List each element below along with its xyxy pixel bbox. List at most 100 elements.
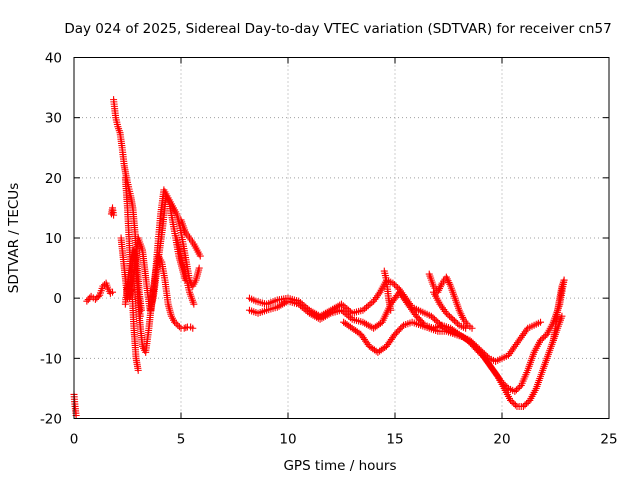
data-point-late-upper-b <box>462 324 470 332</box>
data-point-late-mid-b <box>345 312 353 320</box>
data-point-late-upper-b <box>450 317 458 325</box>
data-point-late-mid-a <box>339 302 347 310</box>
data-point-late-mid-b <box>305 309 313 317</box>
x-tick-label: 5 <box>177 432 186 448</box>
data-point-late-mid-b <box>279 300 287 308</box>
data-point-late-mid-a <box>431 315 439 323</box>
data-point-late-mid-b <box>346 314 354 322</box>
data-point-late-mid-b <box>325 310 333 318</box>
data-point-late-mid-a <box>359 306 367 314</box>
data-point-end-rise <box>560 276 568 284</box>
data-point-late-mid-b <box>343 311 351 319</box>
data-point-late-low <box>381 344 389 352</box>
data-point-osc-a <box>189 324 197 332</box>
data-point-late-mid-b <box>311 312 319 320</box>
y-tick-label: 0 <box>53 291 62 307</box>
y-tick-label: 20 <box>45 171 62 187</box>
data-point-late-mid-b <box>277 301 285 309</box>
data-point-late-mid-b <box>364 321 372 329</box>
data-point-late-mid-b <box>362 320 370 328</box>
data-point-late-mid-a <box>341 303 349 311</box>
data-point-late-mid-b <box>309 311 317 319</box>
data-point-late-low <box>355 329 363 337</box>
data-point-late-mid-a <box>364 302 372 310</box>
data-point-early-hump <box>94 293 102 301</box>
data-point-late-mid-b <box>298 303 306 311</box>
data-point-late-mid-a <box>362 303 370 311</box>
data-point-late-mid-a <box>343 305 351 313</box>
data-point-late-low <box>492 371 500 379</box>
data-point-late-mid-b <box>341 309 349 317</box>
x-axis-label: GPS time / hours <box>283 458 396 474</box>
data-point-late-mid-a <box>537 318 545 326</box>
data-point-late-upper <box>468 324 476 332</box>
data-point-late-mid-b <box>541 332 549 340</box>
data-point-early-hump <box>109 288 117 296</box>
data-point-late-low <box>510 399 518 407</box>
data-point-late-mid-b <box>359 318 367 326</box>
data-point-late-mid-a <box>366 300 374 308</box>
data-points <box>70 96 568 419</box>
y-tick-label: 40 <box>45 51 62 67</box>
data-point-late-upper-b <box>447 314 455 322</box>
data-point-late-mid-a <box>427 312 435 320</box>
data-point-osc-c <box>195 264 203 272</box>
data-point-osc-a <box>182 324 190 332</box>
y-axis-label: SDTVAR / TECUs <box>6 183 22 293</box>
data-point-late-mid-a <box>346 308 354 316</box>
data-point-late-low <box>523 399 531 407</box>
data-point-late-mid-b <box>304 308 312 316</box>
data-point-late-mid-b <box>540 333 548 341</box>
data-point-late-low <box>524 398 532 406</box>
y-tick-label: 10 <box>45 231 62 247</box>
data-point-late-upper-b <box>454 320 462 328</box>
data-point-late-mid-b <box>302 306 310 314</box>
data-point-late-low <box>558 312 566 320</box>
data-point-late-mid-a <box>390 281 398 289</box>
y-tick-label: 30 <box>45 111 62 127</box>
data-point-late-upper-b <box>442 309 450 317</box>
data-point-right-edge-a <box>196 252 204 260</box>
data-point-steep-drop <box>134 366 142 374</box>
data-point-right-edge-b <box>190 300 198 308</box>
data-point-late-upper-b <box>452 318 460 326</box>
data-point-late-mid-a <box>392 282 400 290</box>
data-point-early-hump <box>99 282 107 290</box>
data-point-late-mid-b <box>300 305 308 313</box>
data-point-late-low <box>521 401 529 409</box>
data-point-late-mid-b <box>511 387 519 395</box>
tick-labels: 0 5 10 15 20 25 -20 -10 0 10 20 30 40 <box>40 51 618 448</box>
data-point-late-spike <box>387 306 395 314</box>
data-point-osc-a <box>175 323 183 331</box>
axis-ticks <box>73 57 610 419</box>
data-point-late-mid-a <box>429 314 437 322</box>
data-point-late-mid-a <box>432 317 440 325</box>
data-point-late-mid-b <box>320 313 328 321</box>
x-tick-label: 20 <box>493 432 510 448</box>
data-point-late-mid-b <box>516 383 524 391</box>
y-tick-label: -20 <box>40 412 62 428</box>
data-point-late-upper-b <box>446 312 454 320</box>
x-tick-label: 0 <box>70 432 79 448</box>
data-point-late-mid-a <box>332 303 340 311</box>
y-tick-label: -10 <box>40 351 62 367</box>
data-point-late-mid-a <box>368 299 376 307</box>
data-point-late-mid-a <box>338 300 345 308</box>
data-point-late-mid-b <box>339 308 347 316</box>
chart-title: Day 024 of 2025, Sidereal Day-to-day VTE… <box>64 21 611 37</box>
data-point-late-low <box>508 398 516 406</box>
data-point-late-mid-a <box>394 284 402 292</box>
data-point-late-mid-b <box>512 386 520 394</box>
data-point-late-low <box>511 401 519 409</box>
data-point-late-mid-b <box>514 384 522 392</box>
data-point-late-upper-b <box>444 311 452 319</box>
data-point-late-low <box>507 396 515 404</box>
data-point-late-mid-a <box>389 279 397 287</box>
data-point-osc-a <box>180 324 188 332</box>
x-tick-label: 15 <box>386 432 403 448</box>
data-point-late-upper-b <box>449 315 457 323</box>
data-point-osc-a <box>172 320 180 328</box>
data-point-late-low <box>519 402 527 410</box>
data-point-osc-a <box>174 321 182 329</box>
